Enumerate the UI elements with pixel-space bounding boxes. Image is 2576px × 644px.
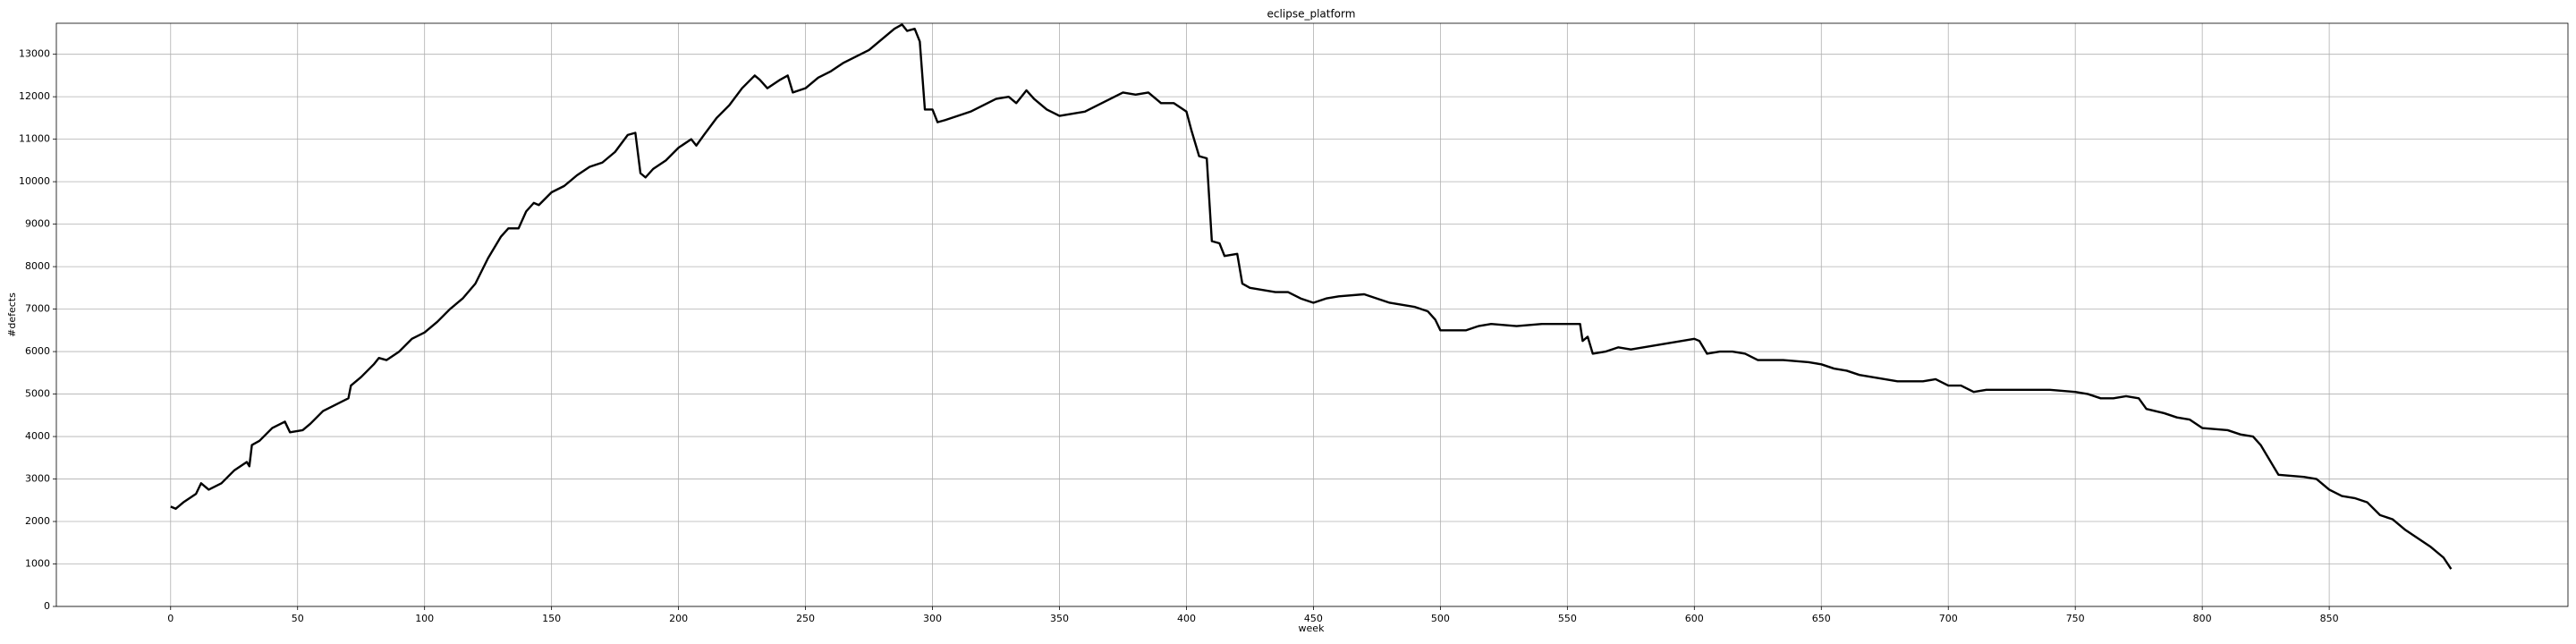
x-tick-label: 400: [1177, 613, 1196, 624]
y-tick-label: 9000: [25, 218, 50, 230]
y-tick-label: 0: [44, 600, 50, 612]
x-tick-label: 550: [1558, 613, 1577, 624]
chart-title: eclipse_platform: [1267, 8, 1356, 21]
x-tick-label: 850: [2320, 613, 2339, 624]
x-tick-label: 500: [1431, 613, 1450, 624]
y-tick-label: 7000: [25, 303, 50, 315]
data-line: [170, 23, 2453, 570]
y-tick-label: 13000: [19, 48, 50, 60]
x-tick-label: 150: [542, 613, 561, 624]
x-tick-label: 250: [796, 613, 815, 624]
x-tick-label: 350: [1050, 613, 1069, 624]
y-tick-label: 3000: [25, 473, 50, 485]
x-tick-label: 450: [1304, 613, 1323, 624]
plot-frame: [55, 22, 2569, 607]
x-tick-label: 750: [2066, 613, 2085, 624]
x-tick-label: 300: [923, 613, 942, 624]
y-tick-label: 2000: [25, 515, 50, 527]
x-tick-label: 50: [292, 613, 304, 624]
x-tick-label: 200: [669, 613, 688, 624]
x-tick-label: 800: [2193, 613, 2212, 624]
y-tick-label: 10000: [19, 175, 50, 187]
x-tick-label: 700: [1939, 613, 1958, 624]
y-tick-label: 11000: [19, 133, 50, 145]
y-tick-label: 1000: [25, 558, 50, 570]
x-tick-label: 0: [167, 613, 174, 624]
y-tick-label: 8000: [25, 260, 50, 272]
x-tick-label: 100: [415, 613, 434, 624]
y-tick-label: 6000: [25, 345, 50, 357]
y-tick-label: 12000: [19, 90, 50, 102]
y-tick-label: 4000: [25, 430, 50, 442]
x-axis-label: week: [1299, 623, 1326, 634]
y-axis-label: #defects: [6, 292, 18, 337]
x-tick-label: 600: [1685, 613, 1704, 624]
x-tick-label: 650: [1812, 613, 1831, 624]
y-tick-label: 5000: [25, 388, 50, 400]
